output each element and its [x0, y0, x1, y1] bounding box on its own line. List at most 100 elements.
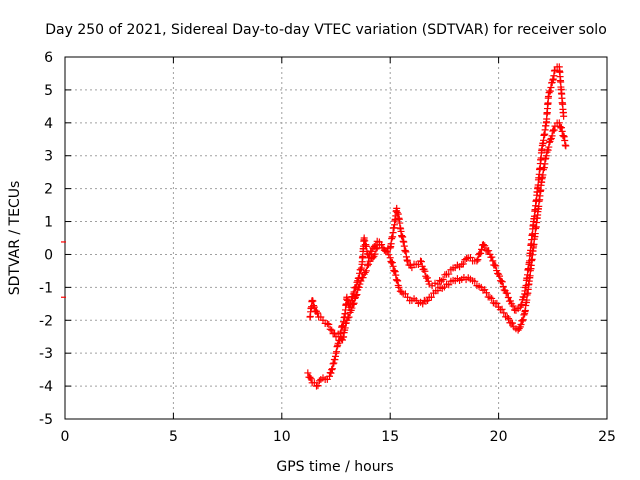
x-tick-label: 15 — [381, 429, 399, 445]
data-point — [394, 277, 402, 285]
data-point — [423, 274, 431, 282]
y-axis-label: SDTVAR / TECUs — [7, 181, 23, 296]
data-point — [365, 260, 373, 268]
data-point — [327, 369, 335, 377]
data-point — [310, 302, 318, 310]
data-point — [517, 320, 525, 328]
data-point — [386, 254, 394, 262]
y-tick-label: 3 — [44, 149, 53, 165]
data-point — [357, 264, 365, 272]
data-point — [385, 251, 393, 259]
data-point — [547, 83, 555, 91]
data-point — [544, 92, 552, 100]
data-point — [329, 360, 337, 368]
data-point — [350, 288, 358, 296]
data-point — [562, 142, 570, 150]
data-point — [518, 300, 526, 308]
x-tick-label: 5 — [169, 429, 178, 445]
data-point — [517, 301, 525, 309]
data-point — [550, 126, 558, 134]
data-point — [391, 267, 399, 275]
y-tick-label: 4 — [44, 116, 53, 132]
data-point — [380, 246, 388, 254]
data-point — [547, 135, 555, 143]
y-tick-label: -3 — [39, 346, 53, 362]
data-point — [445, 281, 453, 289]
data-point — [315, 377, 323, 385]
data-point — [459, 260, 467, 268]
data-point — [497, 277, 505, 285]
data-point — [482, 289, 490, 297]
data-point — [307, 375, 315, 383]
data-point — [489, 257, 497, 265]
data-point — [505, 315, 513, 323]
data-point — [314, 382, 322, 390]
y-tick-label: -5 — [39, 412, 53, 428]
data-point — [546, 87, 554, 95]
data-point — [473, 257, 481, 265]
data-point — [336, 329, 344, 337]
data-point — [498, 305, 506, 313]
data-point — [323, 320, 331, 328]
data-point — [481, 242, 489, 250]
data-point — [395, 283, 403, 291]
data-point — [545, 138, 553, 146]
data-points — [61, 63, 570, 390]
data-point — [362, 267, 370, 275]
grid-lines — [65, 57, 607, 419]
data-point — [558, 127, 566, 135]
data-point — [520, 311, 528, 319]
data-point — [339, 322, 347, 330]
data-point — [417, 258, 425, 266]
data-point — [422, 297, 430, 305]
data-point — [306, 373, 314, 381]
x-tick-label: 25 — [598, 429, 616, 445]
data-point — [304, 369, 312, 377]
data-point — [309, 297, 317, 305]
x-tick-label: 0 — [61, 429, 70, 445]
data-point — [424, 296, 432, 304]
data-point — [479, 241, 487, 249]
data-point — [548, 132, 556, 140]
data-point — [492, 262, 500, 270]
data-point — [519, 316, 527, 324]
data-point — [361, 268, 369, 276]
data-point — [499, 282, 507, 290]
data-point — [365, 254, 373, 262]
data-point — [545, 89, 553, 97]
data-point — [503, 289, 511, 297]
data-point — [518, 317, 526, 325]
y-tick-label: 1 — [44, 215, 53, 231]
data-point — [370, 242, 378, 250]
data-point — [310, 303, 318, 311]
data-point — [493, 267, 501, 275]
data-point — [556, 123, 564, 131]
data-point — [509, 302, 517, 310]
data-point — [421, 267, 429, 275]
data-point — [352, 283, 360, 291]
data-point — [485, 247, 493, 255]
data-point — [488, 253, 496, 261]
data-point — [328, 366, 336, 374]
data-point — [549, 127, 557, 135]
data-point — [542, 152, 550, 160]
chart-title: Day 250 of 2021, Sidereal Day-to-day VTE… — [45, 22, 607, 38]
data-point — [520, 293, 528, 301]
data-point — [326, 325, 334, 333]
y-tick-label: -1 — [39, 280, 53, 296]
data-point — [339, 318, 347, 326]
data-point — [500, 309, 508, 317]
y-tick-label: 0 — [44, 247, 53, 263]
y-tick-label: 2 — [44, 182, 53, 198]
data-point — [392, 271, 400, 279]
data-point — [325, 372, 333, 380]
data-point — [515, 324, 523, 332]
y-tick-label: 6 — [44, 50, 53, 66]
x-axis-label: GPS time / hours — [276, 459, 393, 475]
y-tick-label: -2 — [39, 313, 53, 329]
data-point — [427, 293, 435, 301]
data-point — [352, 284, 360, 292]
data-point — [387, 258, 395, 266]
x-tick-label: 20 — [490, 429, 508, 445]
data-point — [486, 293, 494, 301]
